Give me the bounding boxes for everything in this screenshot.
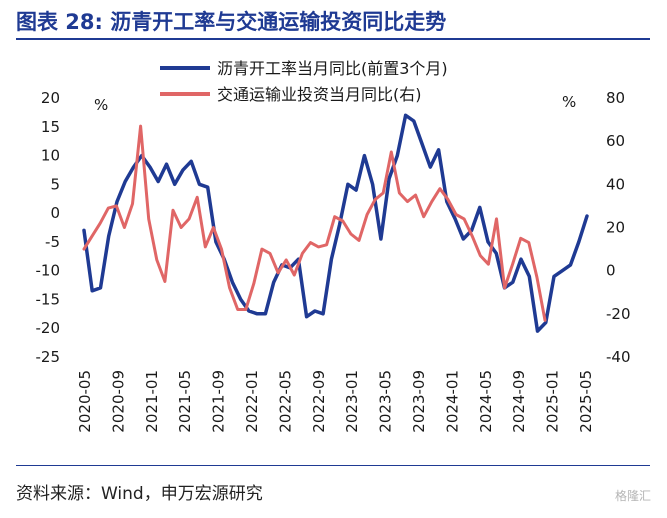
y-left-tick-label: -15 <box>36 290 61 308</box>
title-divider <box>16 38 650 40</box>
legend-label: 沥青开工率当月同比(前置3个月) <box>217 59 448 78</box>
y-left-tick-label: 10 <box>41 147 60 165</box>
axes: 20 15 10 5 0 -5 -10 -15 -20 -25 80 60 40 20 0 -20 -40% % 2… <box>36 89 631 433</box>
y-right-tick-label: -40 <box>606 348 631 366</box>
x-tick-label: 2024-09 <box>510 370 528 433</box>
y-right-tick-label: 60 <box>606 132 625 150</box>
series-line-asphalt <box>82 113 589 333</box>
y-right-tick-label: 80 <box>606 89 625 107</box>
x-tick-label: 2023-05 <box>377 370 395 433</box>
x-tick-label: 2022-01 <box>243 370 261 433</box>
chart-title: 图表 28: 沥青开工率与交通运输投资同比走势 <box>16 10 447 34</box>
y-left-tick-label: 0 <box>50 204 60 222</box>
x-tick-label: 2022-09 <box>310 370 328 433</box>
y-left-tick-label: -10 <box>36 262 61 280</box>
x-tick-label: 2020-09 <box>109 370 127 433</box>
legend-label: 交通运输业投资当月同比(右) <box>217 85 422 104</box>
x-tick-label: 2021-09 <box>210 370 228 433</box>
series-lines <box>82 113 589 333</box>
series-line-transport <box>82 124 547 322</box>
y-right-tick-label: 20 <box>606 219 625 237</box>
x-tick-label: 2023-09 <box>410 370 428 433</box>
x-tick-label: 2025-01 <box>544 370 562 433</box>
y-right-tick-label: -20 <box>606 305 631 323</box>
x-tick-label: 2021-05 <box>176 370 194 433</box>
source-note: 资料来源：Wind，申万宏源研究 <box>16 484 263 504</box>
y-left-tick-label: -5 <box>45 233 60 251</box>
y-left-tick-label: 15 <box>41 118 60 136</box>
y-right-tick-label: 0 <box>606 262 616 280</box>
y-left-tick-label: 5 <box>50 175 60 193</box>
x-tick-label: 2024-01 <box>443 370 461 433</box>
y-right-tick-label: 40 <box>606 175 625 193</box>
source-divider <box>16 465 650 466</box>
x-tick-label: 2021-01 <box>143 370 161 433</box>
legend: 沥青开工率当月同比(前置3个月) 交通运输业投资当月同比(右) <box>160 59 448 104</box>
y-left-tick-label: -25 <box>36 348 61 366</box>
y-left-tick-label: -20 <box>36 319 61 337</box>
y-right-unit-label: % <box>562 93 576 111</box>
watermark: 格隆汇 <box>614 489 651 503</box>
x-tick-label: 2023-01 <box>343 370 361 433</box>
x-tick-label: 2022-05 <box>276 370 294 433</box>
x-tick-label: 2020-05 <box>76 370 94 433</box>
y-left-unit-label: % <box>94 96 108 114</box>
x-tick-label: 2024-05 <box>477 370 495 433</box>
y-left-tick-label: 20 <box>41 89 60 107</box>
x-tick-label: 2025-05 <box>577 370 595 433</box>
